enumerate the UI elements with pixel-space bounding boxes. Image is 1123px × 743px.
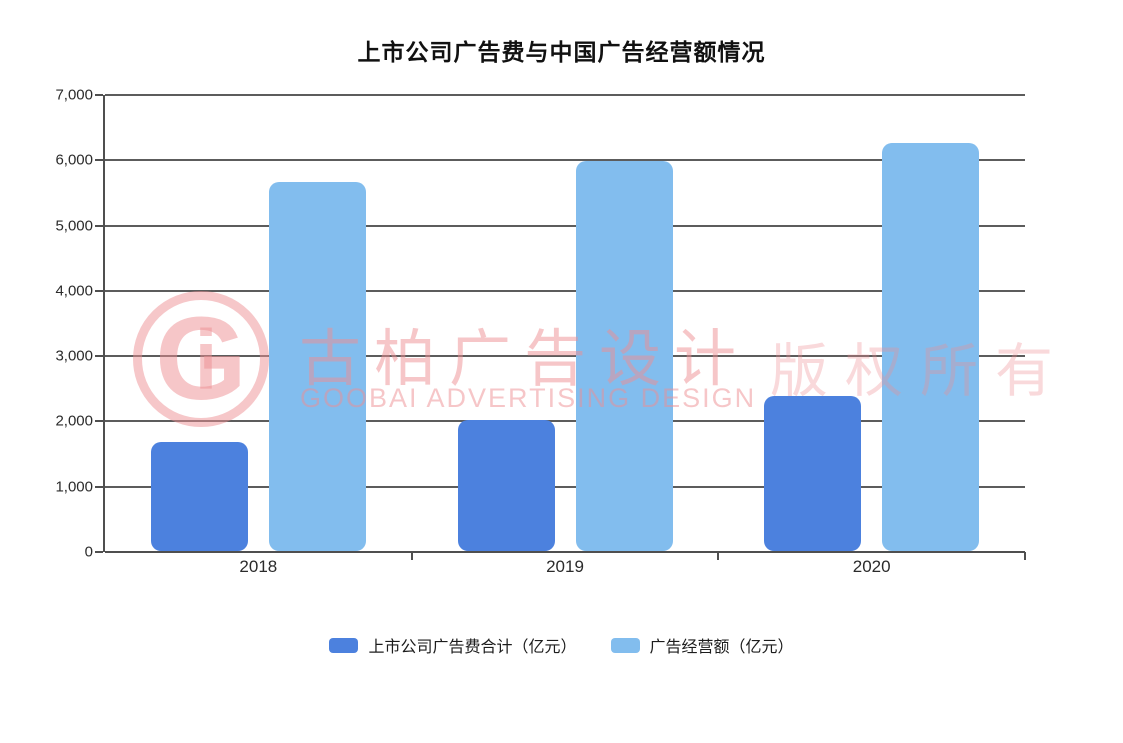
bar-2019-series-1 <box>575 161 673 551</box>
plot-area: 0 1,000 2,000 3,000 4,000 5,000 6,000 7,000 2018… <box>55 87 1026 576</box>
legend-item-1: 广告经营额（亿元） <box>610 633 794 657</box>
y-tick-label: 7,000 <box>55 86 93 104</box>
y-axis-line <box>103 95 105 552</box>
gridline-y-2000 <box>105 420 1025 423</box>
y-axis-tick <box>95 551 103 553</box>
y-axis-tick <box>95 485 103 488</box>
y-tick-label: 4,000 <box>55 282 93 300</box>
y-axis-tick <box>95 420 103 423</box>
x-axis-tick <box>1024 552 1026 560</box>
gridline-y-4000 <box>105 289 1025 292</box>
x-axis-tick <box>717 552 720 560</box>
x-axis-line <box>105 551 1025 553</box>
bar-2020-series-0 <box>764 395 862 551</box>
gridline-y-5000 <box>105 224 1025 227</box>
y-tick-label: 3,000 <box>55 347 93 365</box>
y-tick-label: 1,000 <box>55 478 93 496</box>
x-tick-label-2018: 2018 <box>239 557 278 576</box>
legend-label: 广告经营额（亿元） <box>649 639 794 656</box>
y-axis-tick <box>95 94 103 96</box>
y-tick-label: 2,000 <box>55 412 93 430</box>
gridline-y-6000 <box>105 159 1025 162</box>
bar-2018-series-0 <box>150 441 248 551</box>
y-axis-tick <box>95 224 103 227</box>
chart-title: 上市公司广告费与中国广告经营额情况 <box>357 39 766 65</box>
legend-item-0: 上市公司广告费合计（亿元） <box>329 633 577 657</box>
legend-swatch-icon <box>610 637 640 653</box>
y-axis-tick <box>95 289 103 292</box>
y-tick-label: 5,000 <box>55 217 93 235</box>
bar-2018-series-1 <box>268 182 366 551</box>
x-tick-label-2020: 2020 <box>852 557 891 576</box>
gridline-y-1000 <box>105 485 1025 488</box>
y-axis-tick <box>95 355 103 358</box>
legend-label: 上市公司广告费合计（亿元） <box>368 639 577 656</box>
gridline-y-7000 <box>105 94 1025 96</box>
y-axis-tick <box>95 159 103 162</box>
bar-2019-series-0 <box>457 420 555 551</box>
chart-legend: 上市公司广告费合计（亿元） 广告经营额（亿元） <box>0 633 1123 657</box>
legend-swatch-icon <box>329 637 359 653</box>
x-axis-tick <box>410 552 413 560</box>
gridline-y-3000 <box>105 355 1025 358</box>
x-tick-label-2019: 2019 <box>546 557 584 576</box>
bar-2020-series-1 <box>882 142 980 551</box>
y-tick-label: 0 <box>84 543 93 561</box>
y-tick-label: 6,000 <box>55 151 93 169</box>
